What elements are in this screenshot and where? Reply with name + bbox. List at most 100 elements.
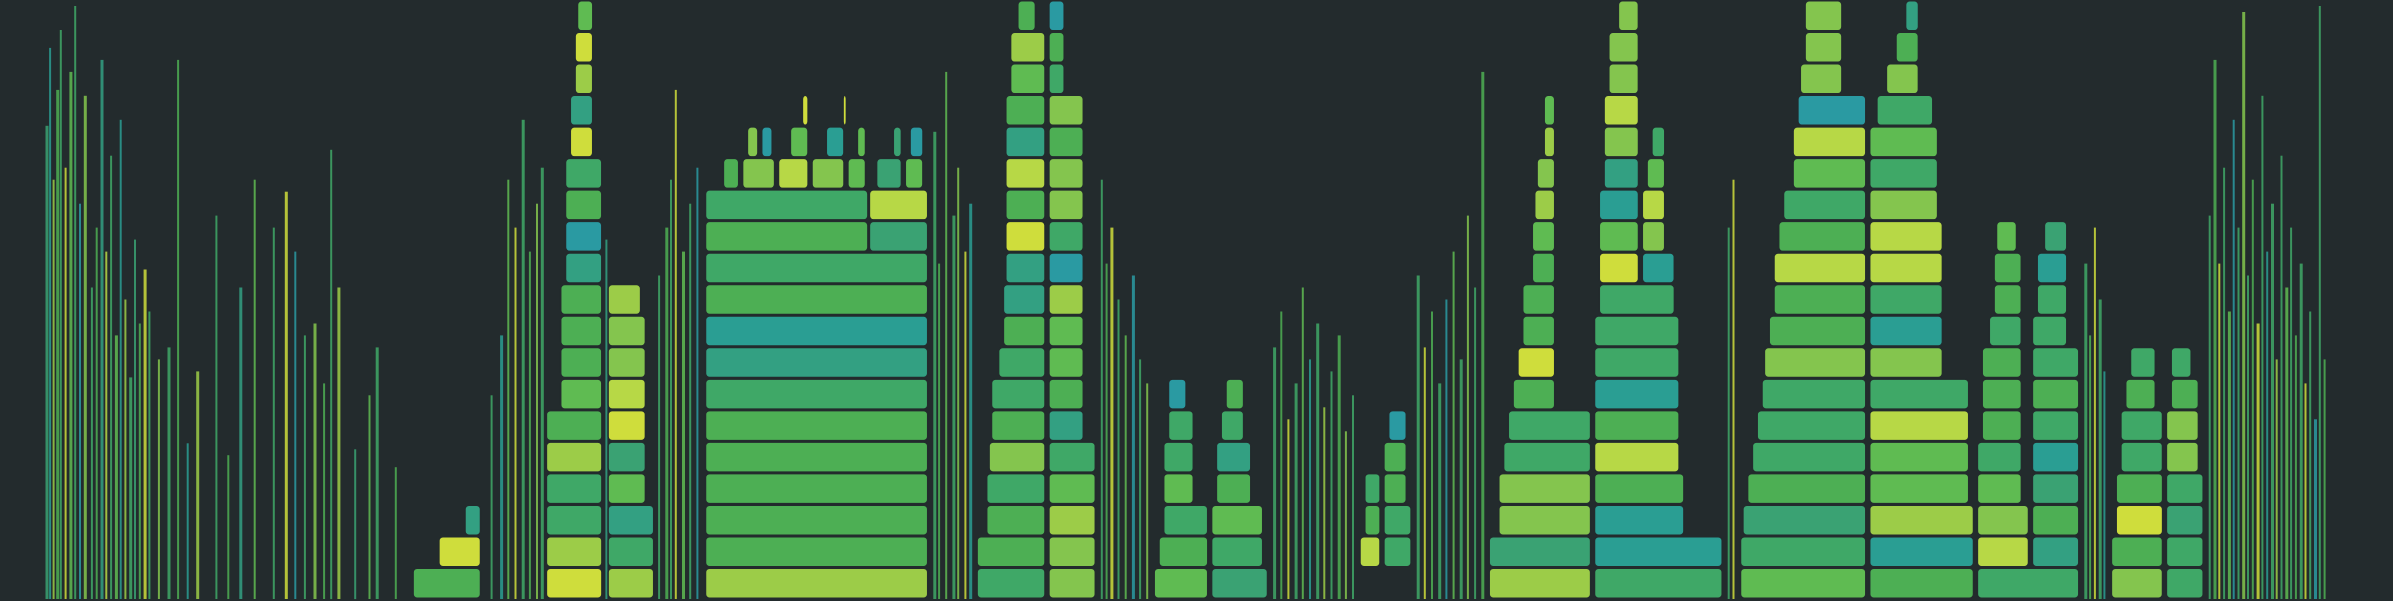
stack-frame[interactable] bbox=[564, 189, 603, 221]
frame-sliver[interactable] bbox=[272, 227, 275, 599]
frame-sliver[interactable] bbox=[105, 251, 108, 599]
frame-sliver[interactable] bbox=[2271, 203, 2274, 599]
stack-frame[interactable] bbox=[1593, 567, 1723, 599]
frame-sliver[interactable] bbox=[933, 131, 937, 600]
stack-frame[interactable] bbox=[1488, 535, 1592, 568]
stack-frame[interactable] bbox=[1009, 31, 1046, 64]
stack-frame[interactable] bbox=[1773, 283, 1867, 316]
stack-frame[interactable] bbox=[789, 126, 809, 158]
frame-sliver[interactable] bbox=[1280, 311, 1283, 600]
stack-frame[interactable] bbox=[574, 31, 594, 64]
stack-frame[interactable] bbox=[1005, 189, 1046, 221]
stack-frame[interactable] bbox=[1383, 535, 1412, 568]
frame-sliver[interactable] bbox=[114, 335, 118, 599]
stack-frame[interactable] bbox=[607, 409, 647, 442]
frame-sliver[interactable] bbox=[1105, 263, 1108, 599]
stack-frame[interactable] bbox=[569, 126, 594, 158]
frame-sliver[interactable] bbox=[83, 95, 87, 600]
stack-frame[interactable] bbox=[438, 535, 482, 568]
frame-sliver[interactable] bbox=[500, 335, 504, 599]
stack-frame[interactable] bbox=[1868, 567, 1975, 599]
stack-frame[interactable] bbox=[1593, 472, 1685, 505]
stack-frame[interactable] bbox=[1868, 315, 1944, 347]
stack-frame[interactable] bbox=[2031, 346, 2080, 379]
frame-sliver[interactable] bbox=[1131, 275, 1135, 600]
frame-sliver[interactable] bbox=[239, 287, 243, 600]
stack-frame[interactable] bbox=[909, 126, 924, 158]
stack-frame[interactable] bbox=[704, 189, 869, 221]
stack-frame[interactable] bbox=[1742, 504, 1867, 536]
stack-frame[interactable] bbox=[1005, 126, 1046, 158]
stack-frame[interactable] bbox=[2036, 283, 2068, 316]
frame-sliver[interactable] bbox=[2266, 251, 2269, 599]
stack-frame[interactable] bbox=[1792, 126, 1867, 158]
frame-sliver[interactable] bbox=[49, 47, 52, 599]
stack-frame[interactable] bbox=[545, 504, 603, 536]
stack-frame[interactable] bbox=[564, 252, 603, 284]
frame-sliver[interactable] bbox=[1110, 227, 1114, 599]
stack-frame[interactable] bbox=[1976, 535, 2030, 568]
stack-frame[interactable] bbox=[574, 63, 594, 95]
stack-frame[interactable] bbox=[1048, 283, 1085, 316]
stack-frame[interactable] bbox=[704, 441, 929, 473]
frame-sliver[interactable] bbox=[2232, 119, 2235, 600]
stack-frame[interactable] bbox=[1646, 157, 1666, 190]
stack-frame[interactable] bbox=[801, 94, 809, 127]
frame-sliver[interactable] bbox=[658, 275, 661, 600]
frame-sliver[interactable] bbox=[2089, 335, 2092, 599]
frame-sliver[interactable] bbox=[129, 377, 133, 599]
frame-sliver[interactable] bbox=[2275, 359, 2278, 599]
stack-frame[interactable] bbox=[1777, 220, 1867, 253]
stack-frame[interactable] bbox=[1976, 504, 2030, 536]
frame-sliver[interactable] bbox=[330, 149, 333, 600]
stack-frame[interactable] bbox=[985, 504, 1046, 536]
stack-frame[interactable] bbox=[1005, 220, 1046, 253]
stack-frame[interactable] bbox=[1215, 472, 1252, 505]
stack-frame[interactable] bbox=[559, 346, 603, 379]
frame-sliver[interactable] bbox=[1117, 299, 1120, 600]
frame-sliver[interactable] bbox=[2103, 371, 2106, 599]
frame-sliver[interactable] bbox=[1423, 347, 1426, 599]
stack-frame[interactable] bbox=[1048, 504, 1097, 536]
frame-sliver[interactable] bbox=[689, 203, 692, 599]
stack-frame[interactable] bbox=[464, 504, 482, 536]
frame-sliver[interactable] bbox=[1732, 179, 1735, 599]
stack-frame[interactable] bbox=[1868, 157, 1939, 190]
stack-frame[interactable] bbox=[1009, 63, 1046, 95]
frame-sliver[interactable] bbox=[1474, 287, 1477, 600]
stack-frame[interactable] bbox=[1048, 157, 1085, 190]
stack-frame[interactable] bbox=[1364, 472, 1381, 505]
stack-frame[interactable] bbox=[1048, 94, 1085, 127]
stack-frame[interactable] bbox=[1895, 31, 1920, 64]
frame-sliver[interactable] bbox=[2304, 383, 2307, 599]
stack-frame[interactable] bbox=[2124, 378, 2157, 410]
stack-frame[interactable] bbox=[1746, 472, 1867, 505]
frame-sliver[interactable] bbox=[90, 287, 93, 600]
frame-sliver[interactable] bbox=[1100, 179, 1103, 599]
frame-sliver[interactable] bbox=[74, 6, 77, 599]
stack-frame[interactable] bbox=[1048, 63, 1065, 95]
frame-sliver[interactable] bbox=[2208, 215, 2211, 599]
stack-frame[interactable] bbox=[1364, 504, 1381, 536]
stack-frame[interactable] bbox=[1804, 0, 1843, 32]
stack-frame[interactable] bbox=[2165, 504, 2204, 536]
frame-sliver[interactable] bbox=[670, 179, 672, 599]
stack-frame[interactable] bbox=[1603, 157, 1640, 190]
stack-frame[interactable] bbox=[1641, 189, 1666, 221]
frame-sliver[interactable] bbox=[2247, 275, 2249, 600]
stack-frame[interactable] bbox=[1383, 441, 1408, 473]
stack-frame[interactable] bbox=[1981, 378, 2023, 410]
stack-frame[interactable] bbox=[2165, 535, 2204, 568]
frame-sliver[interactable] bbox=[2285, 287, 2289, 600]
stack-frame[interactable] bbox=[1521, 283, 1556, 316]
frame-sliver[interactable] bbox=[1309, 359, 1311, 599]
frame-sliver[interactable] bbox=[2309, 311, 2312, 600]
stack-frame[interactable] bbox=[1739, 535, 1867, 568]
frame-sliver[interactable] bbox=[2256, 323, 2260, 600]
frame-sliver[interactable] bbox=[2294, 335, 2297, 599]
stack-frame[interactable] bbox=[868, 220, 929, 253]
stack-frame[interactable] bbox=[607, 315, 647, 347]
stack-frame[interactable] bbox=[704, 283, 929, 316]
frame-sliver[interactable] bbox=[2237, 227, 2240, 599]
frame-sliver[interactable] bbox=[1431, 311, 1433, 600]
